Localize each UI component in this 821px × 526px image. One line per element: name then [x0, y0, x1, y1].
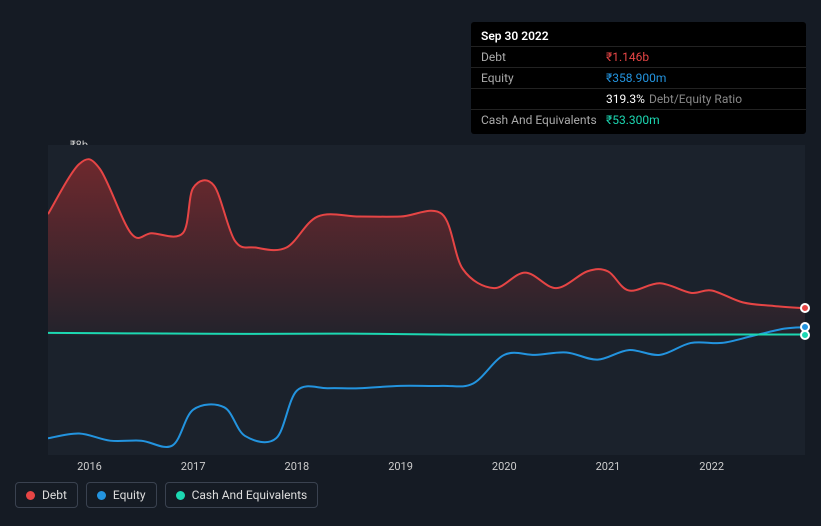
chart-legend: Debt Equity Cash And Equivalents: [15, 482, 318, 508]
x-axis-label: 2021: [596, 460, 621, 473]
equity-line: [48, 327, 805, 447]
legend-dot-icon: [97, 491, 106, 500]
tooltip-date: Sep 30 2022: [481, 29, 549, 43]
tooltip-row-label: Equity: [481, 71, 606, 85]
x-axis-label: 2019: [388, 460, 413, 473]
tooltip-row-label: Debt: [481, 50, 606, 64]
tooltip-row: Equity₹358.900m: [471, 68, 806, 89]
x-axis-label: 2022: [699, 460, 724, 473]
tooltip-row-value: ₹358.900m: [606, 71, 666, 85]
x-axis-labels: 2016 2017 2018 2019 2020 2021 2022: [48, 460, 805, 480]
legend-label: Equity: [113, 488, 146, 502]
legend-item-equity[interactable]: Equity: [86, 482, 157, 508]
debt-area: [48, 159, 805, 336]
debt-marker: [800, 303, 810, 313]
legend-item-debt[interactable]: Debt: [15, 482, 78, 508]
legend-dot-icon: [176, 491, 185, 500]
tooltip-row-label: Cash And Equivalents: [481, 113, 606, 127]
tooltip-row: Debt₹1.146b: [471, 47, 806, 68]
chart-plot-area[interactable]: [48, 145, 805, 455]
tooltip-row: 319.3% Debt/Equity Ratio: [471, 89, 806, 110]
tooltip-row: Cash And Equivalents₹53.300m: [471, 110, 806, 130]
legend-label: Cash And Equivalents: [192, 488, 308, 502]
x-axis-label: 2016: [77, 460, 102, 473]
legend-dot-icon: [26, 491, 35, 500]
tooltip-row-value: ₹1.146b: [606, 50, 649, 64]
x-axis-label: 2018: [285, 460, 310, 473]
tooltip-row-label: [481, 92, 606, 106]
x-axis-label: 2020: [492, 460, 517, 473]
tooltip-row-value: ₹53.300m: [606, 113, 660, 127]
x-axis-label: 2017: [181, 460, 206, 473]
tooltip-row-suffix: Debt/Equity Ratio: [649, 92, 742, 106]
legend-item-cash-and-equivalents[interactable]: Cash And Equivalents: [165, 482, 319, 508]
tooltip-row-value: 319.3%: [606, 92, 645, 106]
legend-label: Debt: [42, 488, 67, 502]
chart-tooltip: Sep 30 2022 Debt₹1.146bEquity₹358.900m31…: [471, 22, 806, 134]
cash-marker: [800, 330, 810, 340]
